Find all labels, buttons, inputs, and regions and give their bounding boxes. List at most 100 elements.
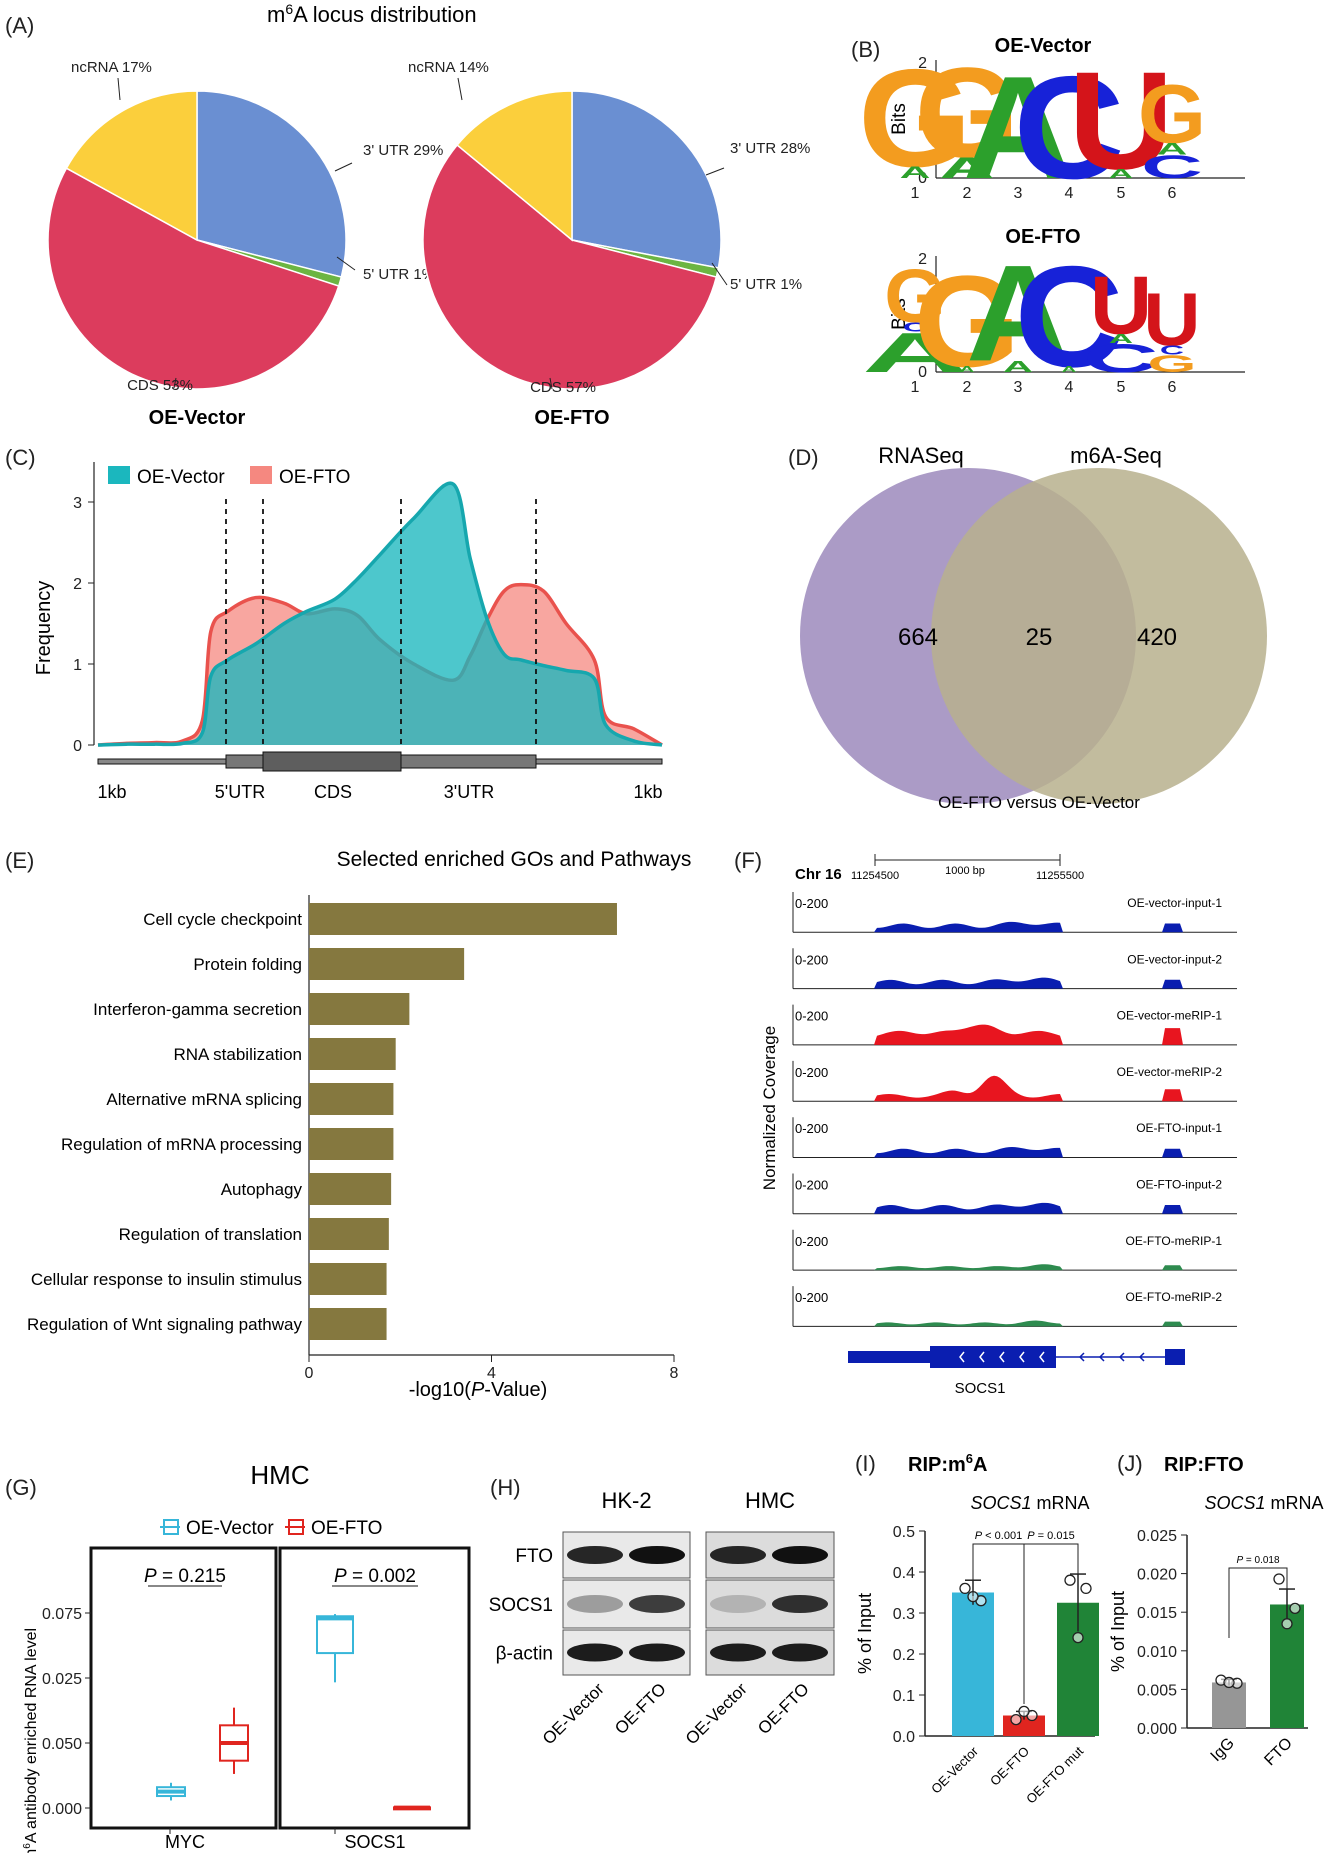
legend-swatch-oe-vector [108,466,130,484]
pie-slice-label: ncRNA 17% [71,59,152,76]
coverage-oe-vector-merip-1 [793,1024,1237,1045]
rip-category-oe-vector: OE-Vector [928,1743,981,1796]
pie-slice-label: 3' UTR 28% [730,140,810,157]
pie-leader-line [457,77,463,101]
coverage-oe-vector-merip-2 [793,1075,1237,1102]
logo-small-letter-a: A [959,365,975,374]
pie-leader-line [334,162,353,172]
rip-fto-title: RIP:FTO [1164,1454,1244,1476]
pie-slice-label: 3' UTR 29% [363,142,443,159]
logo-small-letter-a: A [1109,167,1134,181]
venn-circle-m6a-seq [931,468,1267,804]
facet-frame-socs1 [278,1546,471,1830]
panel-j: (J) RIP:FTO SOCS1 mRNA % of Input 0.000 0.… [1108,1451,1324,1769]
legend-swatch-oe-fto [250,466,272,484]
blot-band [567,1546,623,1564]
blot-band [629,1546,685,1564]
rip-ylabel: % of Input [1108,1591,1128,1672]
facet-label-myc: MYC [165,1832,205,1852]
rip-ylabel: % of Input [855,1593,875,1674]
pie-slice-cds-57 [422,143,718,390]
pie-slice-cds-53 [47,167,340,390]
bar-chart-title: Selected enriched GOs and Pathways [337,848,692,871]
gene-name: SOCS1 [955,1380,1006,1397]
logo-letter-g: G [884,255,946,339]
logo-letter-g: G [915,41,1020,184]
bar-regulation-of-translation [309,1218,389,1250]
track-name: OE-FTO-input-1 [1136,1121,1222,1135]
logo-letter-g: G [1138,68,1206,162]
blot-band [710,1595,766,1613]
track-name: OE-vector-input-1 [1127,896,1222,910]
logo-ytick: 0 [918,170,927,187]
legend-label-oe-fto: OE-FTO [279,467,350,488]
rip-ytick: 0.1 [893,1688,915,1705]
rip-ytick: 0.0 [893,1729,915,1746]
logo-small-letter-a: A [1109,332,1133,346]
logo-letter-g: G [858,41,972,196]
region-label: 1kb [97,782,126,802]
panel-label-a: (A) [5,13,34,38]
coverage-ylabel: Normalized Coverage [760,1026,779,1190]
rip-pvalue: P = 0.015 [1027,1530,1074,1542]
rip-data-point [1289,1602,1301,1614]
logo-position: 5 [1117,379,1126,396]
blot-band [567,1595,623,1613]
pvalue-socs1: P = 0.002 [334,1566,416,1587]
pie-slice-ncrna-17 [65,90,198,242]
blot-band [772,1546,828,1564]
rip-ytick: 0.5 [893,1524,915,1541]
bar-regulation-of-mrna-processing [309,1128,394,1160]
rip-ytick: 0.3 [893,1606,915,1623]
strand-arrow [1098,1352,1105,1362]
logo-letter-c: C [1014,45,1125,209]
logo-ytick: 2 [918,251,927,268]
pie-slice-3-utr-28 [571,90,722,269]
rip-ytick: 0.2 [893,1647,915,1664]
logo-position: 3 [1014,185,1023,202]
panel-i: (I) RIP:m6A SOCS1 mRNA % of Input 0.0 0.1 0… [855,1451,1099,1807]
venn-count-intersection: 25 [1026,624,1053,651]
strand-arrow [1138,1352,1145,1362]
rip-ytick: 0.000 [1137,1721,1177,1738]
pie-leader-line [549,377,553,390]
area-ylabel: Frequency [33,581,55,676]
gene-cds-block [930,1346,1056,1368]
pie-slice-label: 5' UTR 1% [730,276,802,293]
logo-small-letter-c: C [903,320,927,334]
rip-data-point [1223,1676,1235,1689]
bar-chart-xlabel: -log10(P-Value) [409,1379,548,1401]
rip-data-point [1080,1582,1092,1595]
bar-cellular-response-to-insulin-stimulus [309,1263,387,1295]
logo-position: 6 [1168,185,1177,202]
track-name: OE-vector-meRIP-1 [1117,1009,1223,1023]
pie-oe-vector: 3' UTR 29% 5' UTR 1% CDS 53% ncRNA 17% [47,59,443,394]
rip-ytick: 0.005 [1137,1682,1177,1699]
lane-label-oe-fto: OE-FTO [611,1679,670,1738]
logo-letter-a: A [966,237,1070,390]
panel-g: (G) HMC OE-Vector OE-FTO m6A antibody enric… [5,1460,471,1853]
pie-slice-label: CDS 53% [127,377,193,394]
rip-category-fto: FTO [1261,1735,1295,1769]
panel-label-b: (B) [851,37,880,62]
pie-slice-ncrna-14 [456,90,573,242]
bar-category-label: RNA stabilization [173,1045,302,1064]
panel-f: (F) Chr 16 1000 bp 11254500 11255500 Normali… [734,848,1237,1397]
rip-data-point [1072,1631,1084,1644]
blot-band [772,1643,828,1662]
legend-label-oe-vector: OE-Vector [137,467,225,488]
pie-name-oe-vector: OE-Vector [149,407,246,429]
logo-ylabel: Bits [889,298,910,330]
logo-ylabel: Bits [889,103,910,135]
rip-data-point [1064,1574,1076,1586]
strand-arrow [1078,1352,1085,1362]
strand-arrow [1019,1351,1025,1363]
bar-category-label: Interferon-gamma secretion [93,1000,302,1019]
bar-interferon-gamma-secretion [309,993,410,1025]
rip-pvalue-bracket [1023,1543,1079,1704]
track-range: 0-200 [795,1065,828,1080]
venn-caption: OE-FTO versus OE-Vector [938,793,1140,812]
